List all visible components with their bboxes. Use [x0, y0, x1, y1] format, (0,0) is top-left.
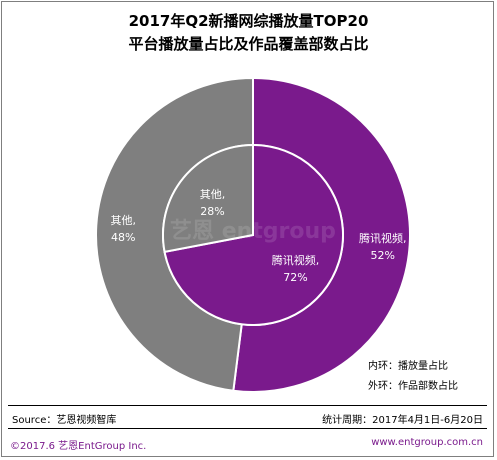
footer-rule-top: [8, 405, 487, 406]
website-link[interactable]: www.entgroup.com.cn: [371, 437, 483, 448]
legend-inner: 内环：播放量占比: [368, 361, 448, 372]
chart-title-line1: 2017年Q2新播网综播放量TOP20: [128, 12, 369, 30]
legend-outer: 外环：作品部数占比: [368, 381, 458, 392]
footer-rule-bottom: [8, 428, 487, 429]
outer-slice-1-value: 48%: [111, 231, 135, 244]
chart-title-line2: 平台播放量占比及作品覆盖部数占比: [128, 35, 369, 53]
period-text: 统计周期：2017年4月1日-6月20日: [322, 415, 483, 426]
watermark: 艺恩 entgroup: [170, 218, 336, 244]
inner-slice-0-label: 腾讯视频,: [272, 253, 320, 267]
watermark-text: 艺恩 entgroup: [170, 218, 336, 244]
outer-slice-0-label: 腾讯视频,: [359, 231, 407, 245]
inner-ring: [162, 143, 344, 326]
copyright-text: ©2017.6 艺恩EntGroup Inc.: [10, 441, 147, 452]
source-text: Source：艺恩视频智库: [12, 415, 117, 426]
inner-slice-1-value: 28%: [200, 205, 224, 218]
outer-slice-1-label: 其他,: [110, 214, 136, 227]
outer-slice-0-value: 52%: [371, 249, 395, 262]
slice-labels: 腾讯视频, 72% 其他, 28% 腾讯视频, 52% 其他, 48%: [110, 188, 406, 284]
inner-slice-0-value: 72%: [283, 271, 307, 284]
inner-slice-1: [162, 143, 254, 254]
inner-slice-1-label: 其他,: [200, 188, 226, 201]
